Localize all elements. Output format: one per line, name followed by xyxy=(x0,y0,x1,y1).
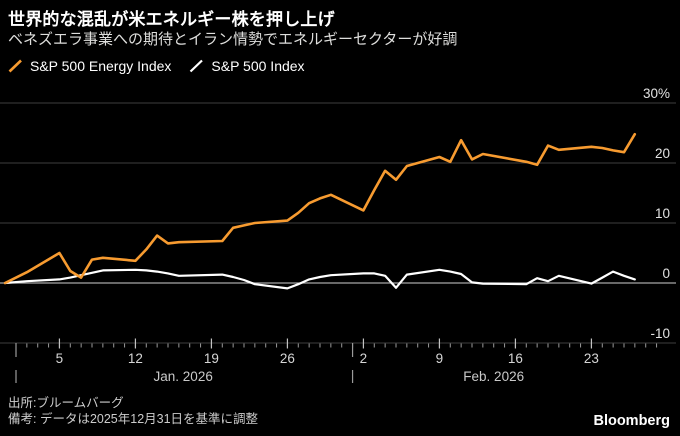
line-s-p-500-energy-index xyxy=(3,132,637,285)
x-axis-label: 12 xyxy=(128,351,143,366)
x-axis-label: 2 xyxy=(360,351,368,366)
x-axis-label: 19 xyxy=(204,351,219,366)
legend-label-sp500-index: S&P 500 Index xyxy=(211,58,305,74)
y-axis-label: 20 xyxy=(655,146,670,161)
x-axis-label: 26 xyxy=(280,351,295,366)
legend-item-energy-index: S&P 500 Energy Index xyxy=(8,58,171,74)
y-axis-label: 10 xyxy=(655,206,670,221)
page-title: 世界的な混乱が米エネルギー株を押し上げ xyxy=(8,10,335,29)
x-axis-label: 9 xyxy=(436,351,444,366)
x-axis-label: 23 xyxy=(584,351,599,366)
month-label: Feb. 2026 xyxy=(463,369,524,384)
y-axis-label: 0 xyxy=(662,266,670,281)
month-label: Jan. 2026 xyxy=(154,369,213,384)
x-axis-label: 16 xyxy=(508,351,523,366)
y-axis-label: -10 xyxy=(650,326,670,341)
white-line-sample-icon xyxy=(190,59,204,73)
chart-subtitle: ベネズエラ事業への期待とイラン情勢でエネルギーセクターが好調 xyxy=(8,31,458,48)
source-line: 出所:ブルームバーグ xyxy=(8,396,124,410)
legend-label-energy-index: S&P 500 Energy Index xyxy=(30,58,172,74)
source-note: 出所:ブルームバーグ 備考: データは2025年12月31日を基準に調整 xyxy=(8,395,258,427)
legend-item-sp500-index: S&P 500 Index xyxy=(189,58,305,74)
y-axis-label: 30% xyxy=(643,86,670,101)
orange-line-sample-icon xyxy=(8,59,22,73)
legend: S&P 500 Energy Index S&P 500 Index xyxy=(8,58,305,74)
line-s-p-500-index xyxy=(3,268,636,290)
x-axis-label: 5 xyxy=(56,351,64,366)
note-line: 備考: データは2025年12月31日を基準に調整 xyxy=(8,412,259,426)
bloomberg-logo: Bloomberg xyxy=(593,413,670,429)
